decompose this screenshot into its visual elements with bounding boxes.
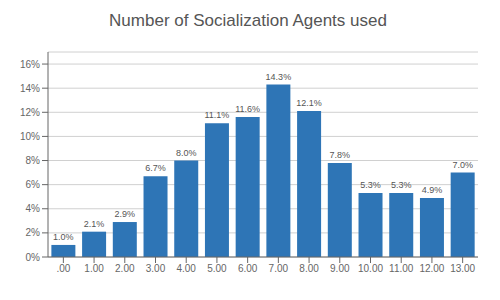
svg-text:2.00: 2.00: [115, 263, 135, 274]
svg-text:5.3%: 5.3%: [360, 180, 381, 190]
svg-text:5.00: 5.00: [207, 263, 227, 274]
svg-text:.00: .00: [56, 263, 70, 274]
svg-text:1.00: 1.00: [84, 263, 104, 274]
svg-text:16%: 16%: [20, 59, 40, 70]
svg-text:2.9%: 2.9%: [115, 209, 136, 219]
svg-text:2.1%: 2.1%: [84, 219, 105, 229]
svg-text:8.0%: 8.0%: [176, 148, 197, 158]
svg-text:10%: 10%: [20, 131, 40, 142]
svg-text:11.00: 11.00: [389, 263, 414, 274]
svg-text:5.3%: 5.3%: [391, 180, 412, 190]
svg-text:12.00: 12.00: [419, 263, 444, 274]
svg-text:6.7%: 6.7%: [145, 163, 166, 173]
svg-text:7.8%: 7.8%: [330, 150, 351, 160]
svg-text:9.00: 9.00: [330, 263, 350, 274]
svg-text:4.9%: 4.9%: [422, 185, 443, 195]
svg-text:4.00: 4.00: [176, 263, 196, 274]
svg-text:3.00: 3.00: [146, 263, 166, 274]
svg-text:6%: 6%: [26, 179, 41, 190]
svg-text:6.00: 6.00: [238, 263, 258, 274]
svg-text:7.0%: 7.0%: [452, 160, 473, 170]
svg-text:10.00: 10.00: [358, 263, 383, 274]
svg-text:8.00: 8.00: [299, 263, 319, 274]
svg-text:1.0%: 1.0%: [53, 232, 74, 242]
svg-text:12%: 12%: [20, 107, 40, 118]
svg-text:8%: 8%: [26, 155, 41, 166]
svg-text:4%: 4%: [26, 203, 41, 214]
svg-text:11.6%: 11.6%: [235, 104, 260, 114]
svg-text:2%: 2%: [26, 227, 41, 238]
svg-text:11.1%: 11.1%: [205, 110, 230, 120]
svg-text:12.1%: 12.1%: [296, 98, 322, 108]
svg-text:14%: 14%: [20, 83, 40, 94]
svg-text:14.3%: 14.3%: [266, 72, 292, 82]
svg-text:0%: 0%: [26, 252, 41, 263]
svg-text:13.00: 13.00: [450, 263, 475, 274]
svg-text:7.00: 7.00: [269, 263, 289, 274]
html-text:Number of Socialization Agents: Number of Socialization Agents used: [109, 11, 387, 30]
